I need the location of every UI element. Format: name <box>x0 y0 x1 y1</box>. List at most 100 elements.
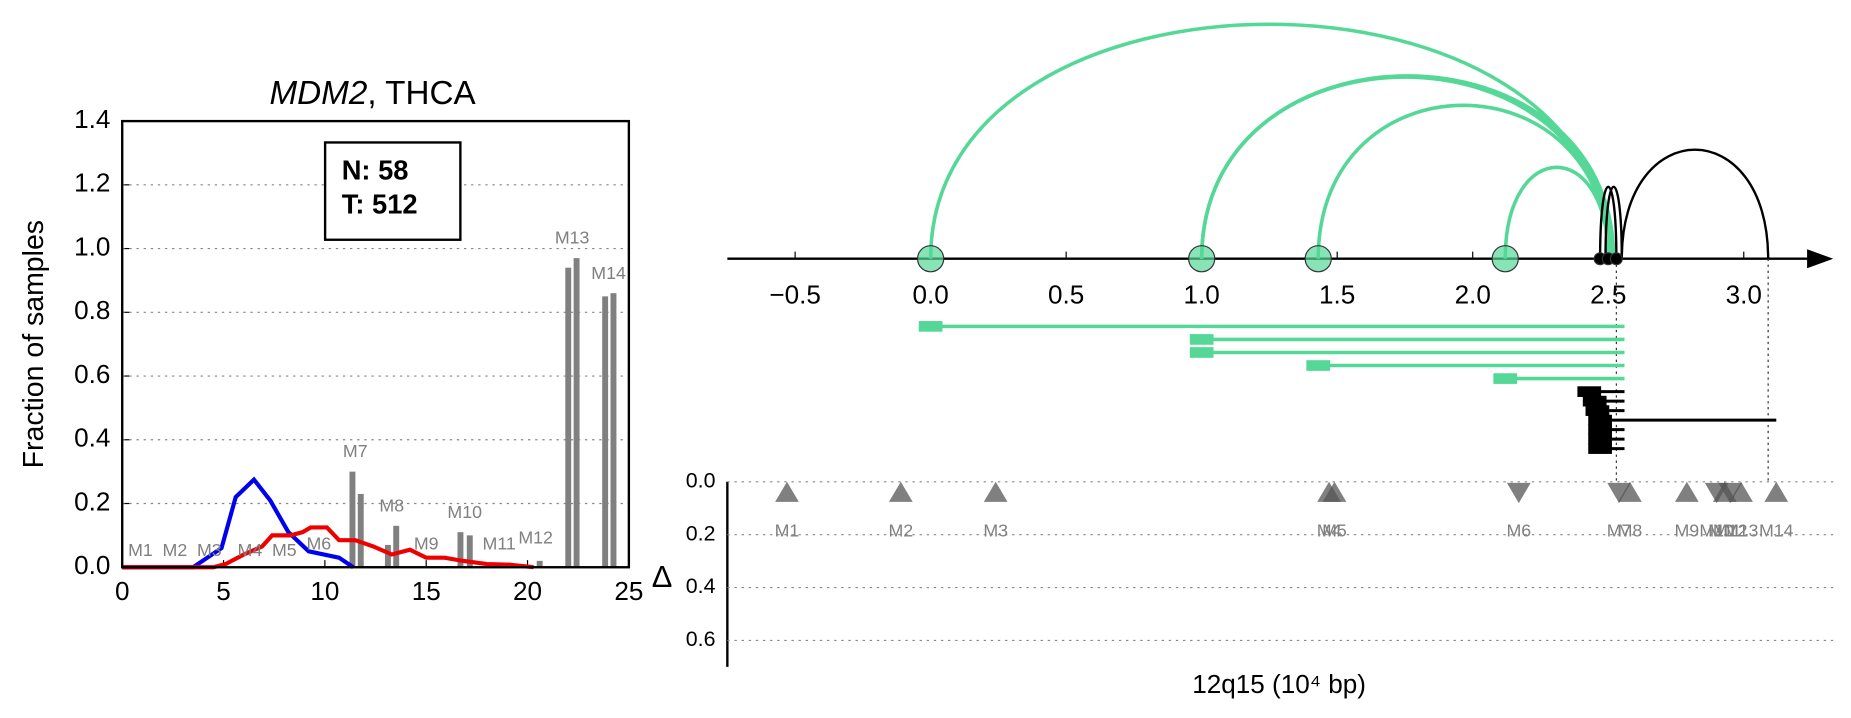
segment-start <box>918 321 943 332</box>
segment-start <box>1588 443 1612 454</box>
marker-label: M10 <box>1699 520 1734 540</box>
line-series <box>122 525 534 570</box>
bar <box>384 544 391 568</box>
marker-label: M13 <box>1724 520 1759 540</box>
bar-label: M6 <box>306 534 331 554</box>
delta-tick-label: 0.2 <box>686 521 716 545</box>
x-tick-label: 0.0 <box>912 280 948 310</box>
marker-label: M12 <box>1713 520 1748 540</box>
arc <box>928 22 1611 259</box>
bar-label: M4 <box>238 540 263 560</box>
segment-start <box>1588 433 1612 445</box>
bar <box>565 267 572 568</box>
x-tick-label: 3.0 <box>1726 280 1762 310</box>
x-axis-label: 12q15 (10⁴ bp) <box>1192 669 1366 699</box>
x-tick-label: 0 <box>115 576 130 606</box>
title-rest: , THCA <box>367 75 476 112</box>
segment-start <box>1189 334 1214 345</box>
breakpoint <box>1609 252 1623 266</box>
marker <box>1322 481 1347 502</box>
annotation: T: 512 <box>342 189 418 220</box>
x-tick-label: 5 <box>216 576 231 606</box>
bar <box>602 296 609 568</box>
bar <box>393 525 400 568</box>
arc <box>1316 103 1611 259</box>
y-tick-label: 0.6 <box>74 359 110 389</box>
marker-label: M6 <box>1506 520 1531 540</box>
bar-label: M7 <box>343 441 368 461</box>
marker-label: M9 <box>1674 520 1699 540</box>
annotation-box <box>323 141 462 241</box>
segment-start <box>1306 360 1331 371</box>
bar <box>357 493 364 568</box>
breakpoint <box>1188 245 1216 273</box>
x-tick-label: 15 <box>412 576 441 606</box>
marker-label: M2 <box>888 520 913 540</box>
y-tick-label: 1.4 <box>74 104 110 134</box>
line-series <box>122 476 355 570</box>
x-tick-label: 2.5 <box>1590 280 1626 310</box>
marker-label: M3 <box>983 520 1008 540</box>
bar <box>573 258 580 568</box>
y-axis-label: Fraction of samples <box>18 220 50 468</box>
marker <box>888 481 913 502</box>
marker <box>1718 482 1743 504</box>
bar-label: M5 <box>272 540 297 560</box>
y-tick-label: 0.2 <box>74 486 110 516</box>
bar <box>536 560 543 568</box>
bar-label: M2 <box>163 540 188 560</box>
marker <box>1506 482 1531 504</box>
marker-label: M4 <box>1317 520 1342 540</box>
bar-label: M9 <box>414 534 439 554</box>
x-tick-label: 25 <box>614 576 643 606</box>
chart-title: MDM2, THCA <box>270 75 477 112</box>
y-tick-label: 0.4 <box>74 423 110 453</box>
y-tick-label: 0.0 <box>74 550 110 580</box>
bar <box>610 293 617 568</box>
marker-label: M11 <box>1708 520 1741 540</box>
segment-start <box>1585 405 1610 416</box>
marker-label: M7 <box>1607 520 1632 540</box>
x-tick-label: 10 <box>310 576 339 606</box>
x-tick-label: 1.5 <box>1319 280 1355 310</box>
breakpoint <box>1304 245 1332 273</box>
x-tick-label: 20 <box>513 576 542 606</box>
marker <box>1674 481 1699 502</box>
bar-label: M8 <box>379 495 404 515</box>
title-gene: MDM2 <box>270 75 368 112</box>
arc <box>1503 165 1611 259</box>
segment-start <box>1588 424 1612 435</box>
marker-label: M5 <box>1322 520 1347 540</box>
x-tick-label: 2.0 <box>1455 280 1491 310</box>
marker-label: M8 <box>1618 520 1643 540</box>
arc <box>1604 185 1623 259</box>
marker <box>1607 482 1631 504</box>
delta-tick-label: 0.6 <box>686 627 716 651</box>
delta-tick-label: 0.4 <box>686 574 716 598</box>
axis-arrow <box>1807 249 1834 269</box>
y-tick-label: 1.0 <box>74 231 110 261</box>
annotation: N: 58 <box>342 154 409 185</box>
y-tick-label: 1.2 <box>74 168 110 198</box>
segment-start <box>1493 373 1518 384</box>
marker-label: M14 <box>1759 520 1794 540</box>
segment-start <box>1588 414 1612 426</box>
segment-start <box>1189 347 1214 358</box>
delta-axis-label: Δ <box>652 559 673 594</box>
bar <box>349 471 356 568</box>
bar-label: M10 <box>447 502 482 522</box>
bar-label: M14 <box>591 263 626 283</box>
arc <box>1598 185 1618 259</box>
arc <box>1620 148 1770 259</box>
marker <box>1729 481 1753 502</box>
x-tick-label: −0.5 <box>769 280 821 310</box>
marker <box>983 481 1008 502</box>
plot-frame <box>121 119 631 569</box>
bar <box>457 532 464 568</box>
x-tick-label: 1.0 <box>1184 280 1220 310</box>
bar-label: M11 <box>483 534 516 554</box>
segment-start <box>1582 395 1607 407</box>
marker-label: M1 <box>775 520 800 540</box>
